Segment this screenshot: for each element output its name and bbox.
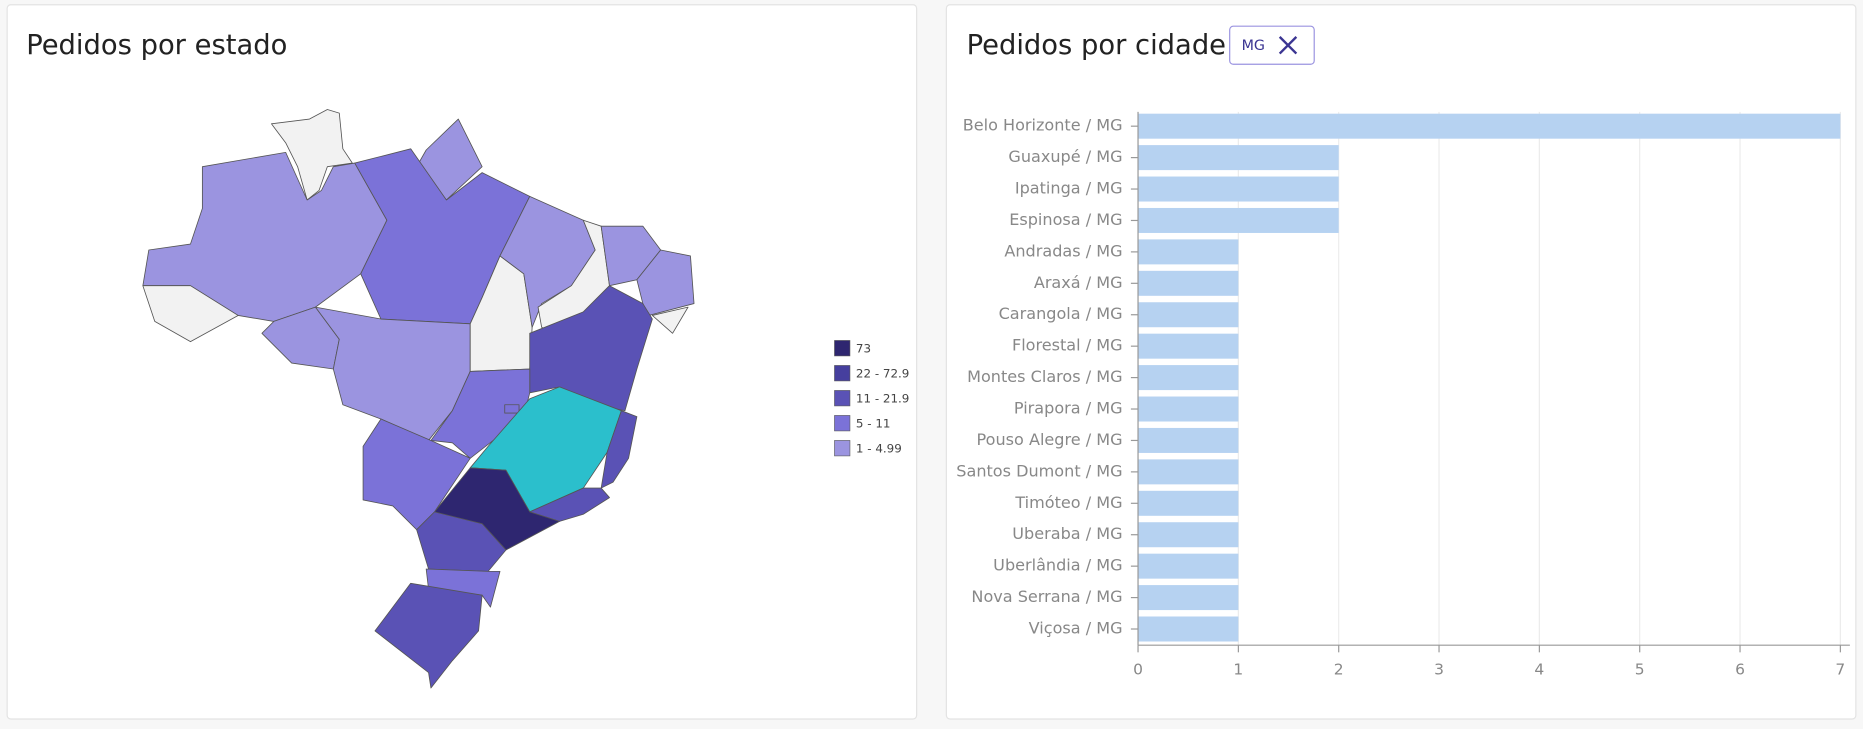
x-tick-label: 5 [1635, 661, 1645, 679]
bar [1138, 145, 1339, 171]
legend-label: 73 [856, 341, 871, 355]
y-tick-label: Montes Claros / MG [967, 367, 1122, 386]
y-tick-label: Andradas / MG [1004, 241, 1122, 260]
y-tick-label: Timóteo / MG [1014, 493, 1122, 512]
y-tick-label: Santos Dumont / MG [956, 461, 1122, 480]
legend: 73 22 - 72.9 11 - 21.9 5 - 11 1 - 4.99 [834, 340, 909, 457]
x-tick-label: 0 [1133, 661, 1143, 679]
bar [1138, 396, 1239, 422]
y-tick-label: Espinosa / MG [1009, 210, 1122, 229]
legend-swatch [834, 440, 851, 457]
y-tick-label: Carangola / MG [999, 304, 1123, 323]
bar [1138, 585, 1239, 611]
legend-swatch [834, 365, 851, 382]
x-tick-label: 2 [1334, 661, 1344, 679]
bar [1138, 302, 1239, 328]
bar [1138, 113, 1841, 139]
x-tick-label: 4 [1534, 661, 1544, 679]
y-tick-label: Pirapora / MG [1014, 399, 1123, 418]
chip-close-icon[interactable] [1278, 36, 1298, 55]
y-tick-label: Uberaba / MG [1012, 524, 1122, 543]
state [651, 306, 689, 334]
bar [1138, 239, 1239, 265]
state [374, 582, 483, 689]
state [271, 109, 353, 201]
y-tick-label: Araxá / MG [1034, 273, 1123, 292]
bar [1138, 207, 1339, 233]
y-tick-label: Ipatinga / MG [1015, 179, 1123, 198]
y-tick-label: Viçosa / MG [1029, 619, 1123, 638]
bar [1138, 459, 1239, 485]
x-tick-label: 3 [1434, 661, 1444, 679]
x-tick-label: 1 [1233, 661, 1243, 679]
bar-chart: 0 1 2 3 4 5 6 7 Belo Horizonte / MG Guaxupé / MG I… [956, 111, 1850, 679]
bar [1138, 616, 1239, 642]
y-tick-label: Pouso Alegre / MG [977, 430, 1123, 449]
state [504, 404, 520, 414]
brazil-map [142, 109, 695, 689]
x-tick-label: 7 [1835, 661, 1845, 679]
legend-label: 1 - 4.99 [856, 441, 902, 455]
chip-box[interactable] [1229, 25, 1315, 65]
card-title: Pedidos por cidade [967, 30, 1226, 61]
y-tick-label: Uberlândia / MG [993, 556, 1122, 575]
filter-chip[interactable]: MG [1229, 25, 1315, 65]
bar [1138, 553, 1239, 579]
bar [1138, 270, 1239, 296]
bar [1138, 176, 1339, 202]
legend-swatch [834, 390, 851, 407]
y-tick-label: Florestal / MG [1012, 336, 1123, 355]
card-cities [945, 4, 1857, 720]
legend-swatch [834, 415, 851, 432]
bar [1138, 365, 1239, 391]
bar [1138, 490, 1239, 516]
legend-label: 11 - 21.9 [856, 391, 909, 405]
state [600, 410, 638, 489]
y-tick-label: Belo Horizonte / MG [963, 116, 1123, 135]
bar [1138, 427, 1239, 453]
legend-label: 5 - 11 [856, 416, 891, 430]
state [142, 285, 239, 343]
state [529, 285, 653, 412]
bar [1138, 333, 1239, 359]
card-title: Pedidos por estado [26, 30, 287, 61]
y-tick-label: Nova Serrana / MG [971, 587, 1122, 606]
chip-label[interactable]: MG [1242, 38, 1265, 54]
legend-swatch [834, 340, 851, 357]
bar [1138, 522, 1239, 548]
legend-label: 22 - 72.9 [856, 366, 909, 380]
x-tick-label: 6 [1735, 661, 1745, 679]
y-tick-label: Guaxupé / MG [1008, 147, 1122, 166]
